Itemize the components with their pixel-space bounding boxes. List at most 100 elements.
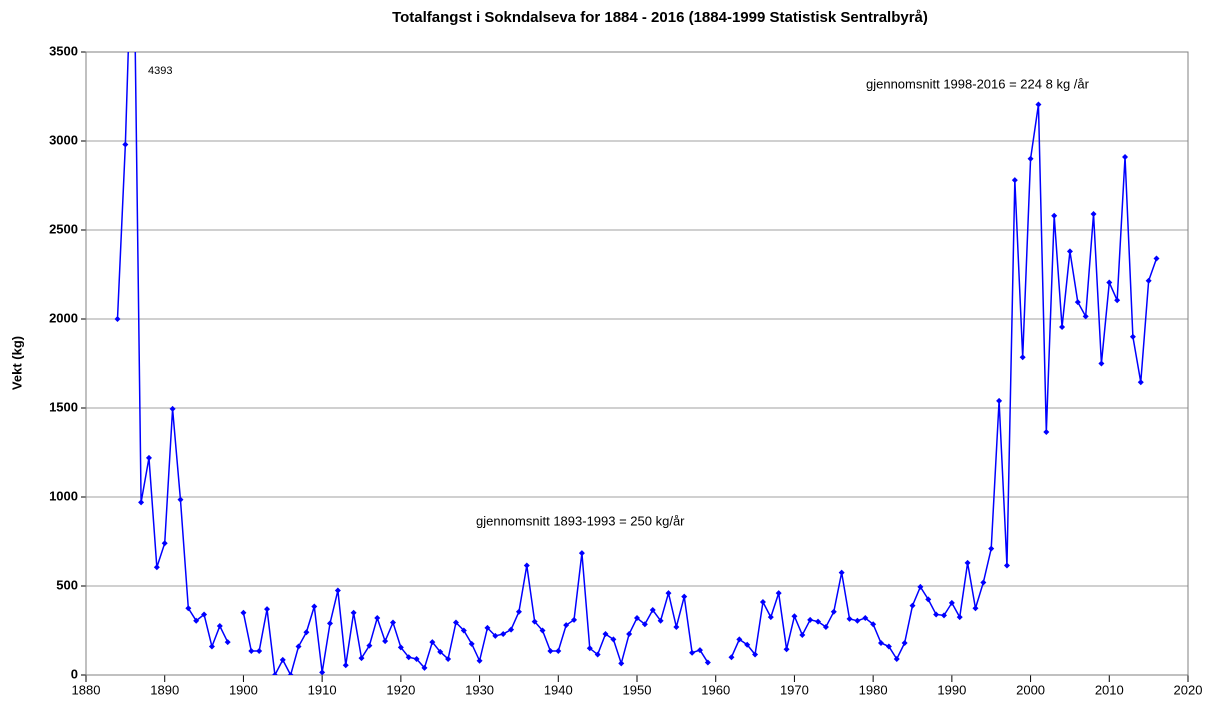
data-point [1019, 354, 1026, 361]
data-point [909, 602, 916, 609]
data-point [878, 639, 885, 646]
data-point [169, 405, 176, 412]
data-point [421, 664, 428, 671]
data-point [830, 608, 837, 615]
data-point [649, 607, 656, 614]
data-point [1066, 248, 1073, 255]
data-point [704, 659, 711, 666]
x-tick-label: 1990 [937, 682, 966, 697]
data-point [405, 654, 412, 661]
data-point [696, 647, 703, 654]
data-point [201, 611, 208, 618]
y-tick-label: 2500 [49, 221, 78, 236]
data-point [547, 647, 554, 654]
y-tick-label: 3000 [49, 132, 78, 147]
data-point [602, 631, 609, 638]
data-point [287, 672, 294, 675]
data-point [248, 647, 255, 654]
data-point [948, 599, 955, 606]
data-point [807, 616, 814, 623]
data-point [1090, 210, 1097, 217]
y-tick-label: 3500 [49, 43, 78, 58]
data-point [1027, 155, 1034, 162]
data-point [256, 647, 263, 654]
x-tick-label: 1960 [701, 682, 730, 697]
data-point [610, 636, 617, 643]
data-point [539, 627, 546, 634]
x-tick-label: 1890 [150, 682, 179, 697]
data-point [145, 454, 152, 461]
plot-frame [85, 51, 1189, 676]
data-point [1011, 177, 1018, 184]
data-point [665, 590, 672, 597]
data-point [838, 569, 845, 576]
data-point [334, 587, 341, 594]
y-tick-label: 500 [56, 577, 78, 592]
data-point [350, 609, 357, 616]
y-tick-label: 2000 [49, 310, 78, 325]
x-tick-label: 1930 [465, 682, 494, 697]
data-point [783, 646, 790, 653]
data-point [744, 641, 751, 648]
data-point [319, 669, 326, 675]
plot-area [114, 52, 1160, 675]
data-point [901, 639, 908, 646]
data-point [1129, 333, 1136, 340]
data-point [1137, 379, 1144, 386]
data-point [264, 606, 271, 613]
data-point [626, 631, 633, 638]
data-point [822, 623, 829, 630]
data-point [641, 621, 648, 628]
data-point [563, 622, 570, 629]
data-point [917, 583, 924, 590]
data-point [775, 590, 782, 597]
data-point [571, 616, 578, 623]
data-point [358, 655, 365, 662]
y-tick-label: 1500 [49, 399, 78, 414]
data-point [523, 562, 530, 569]
data-point [964, 559, 971, 566]
data-point [759, 599, 766, 606]
data-point [138, 499, 145, 506]
x-tick-label: 1880 [72, 682, 101, 697]
y-axis-label: Vekt (kg) [9, 336, 24, 390]
data-point [988, 545, 995, 552]
data-point [681, 593, 688, 600]
data-point [1145, 277, 1152, 284]
data-point [657, 617, 664, 624]
data-point [940, 612, 947, 619]
x-tick-label: 2000 [1016, 682, 1045, 697]
chart-title: Totalfangst i Sokndalseva for 1884 - 201… [392, 9, 928, 26]
data-point [736, 636, 743, 643]
data-point [885, 643, 892, 650]
data-point [303, 629, 310, 636]
data-point [279, 656, 286, 663]
data-point [728, 654, 735, 661]
data-point [492, 632, 499, 639]
data-point [445, 655, 452, 662]
data-point [311, 603, 318, 610]
data-point [153, 564, 160, 571]
data-point [586, 645, 593, 652]
data-point [531, 618, 538, 625]
data-point [114, 316, 121, 322]
data-point [389, 619, 396, 626]
data-point [484, 624, 491, 631]
data-point [1082, 313, 1089, 320]
data-point [1098, 360, 1105, 367]
data-point [634, 615, 640, 622]
data-point [161, 540, 168, 547]
data-point [327, 620, 334, 627]
x-tick-label: 2010 [1095, 682, 1124, 697]
data-point [815, 618, 822, 625]
data-point [996, 397, 1003, 404]
data-point [193, 617, 200, 624]
data-point [1122, 154, 1129, 161]
data-point [673, 623, 680, 630]
data-point [799, 631, 806, 638]
data-point [689, 649, 696, 656]
data-point [374, 615, 381, 622]
x-tick-label: 1980 [859, 682, 888, 697]
data-point [366, 642, 373, 649]
data-point [177, 496, 184, 503]
